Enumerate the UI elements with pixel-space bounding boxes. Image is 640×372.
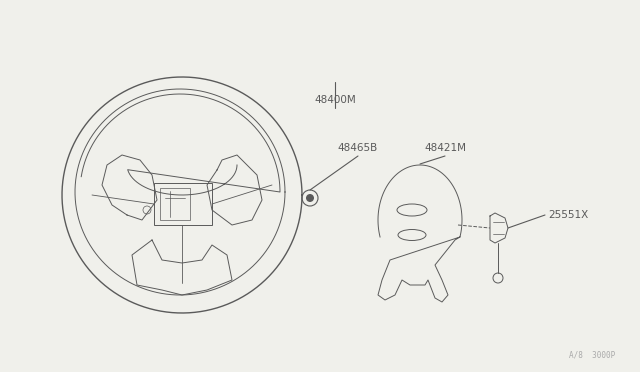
Bar — [160, 188, 190, 220]
Circle shape — [306, 194, 314, 202]
Text: A/8  3000P: A/8 3000P — [569, 350, 615, 359]
Text: 48400M: 48400M — [314, 95, 356, 105]
Text: 25551X: 25551X — [548, 210, 588, 220]
Bar — [154, 183, 212, 225]
Text: 48421M: 48421M — [424, 143, 466, 153]
Text: 48465B: 48465B — [338, 143, 378, 153]
